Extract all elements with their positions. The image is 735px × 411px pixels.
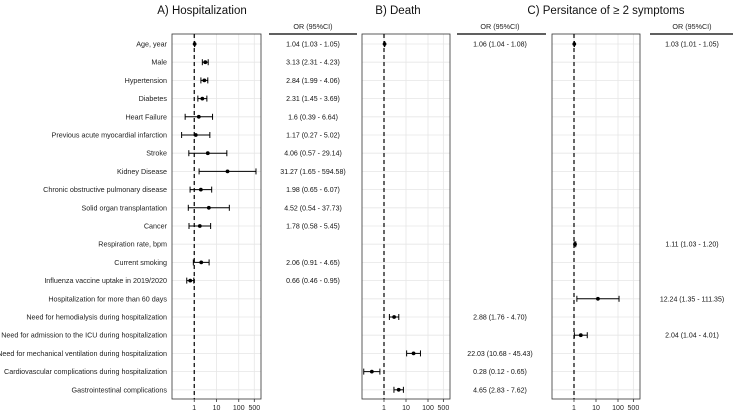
or-point xyxy=(392,315,397,319)
x-tick-label: 10 xyxy=(402,405,410,411)
or-point xyxy=(225,169,230,174)
or-point xyxy=(205,151,210,156)
or-value-label: 1.04 (1.03 - 1.05) xyxy=(286,42,340,49)
or-point xyxy=(572,42,577,46)
or-value-label: 1.98 (0.65 - 6.07) xyxy=(286,187,340,194)
or-value-label: 2.04 (1.04 - 4.01) xyxy=(665,333,719,340)
or-value-label: 4.06 (0.57 - 29.14) xyxy=(284,151,342,158)
row-label: Chronic obstructive pulmonary disease xyxy=(43,185,167,194)
row-label: Male xyxy=(151,58,167,67)
row-label: Cardiovascular complications during hosp… xyxy=(4,367,167,376)
or-point xyxy=(203,60,208,65)
or-point xyxy=(578,333,583,338)
or-point xyxy=(202,78,207,83)
or-point xyxy=(199,260,204,265)
x-tick-label: 500 xyxy=(248,405,260,411)
or-value-label: 22.03 (10.68 - 45.43) xyxy=(467,351,532,358)
or-point xyxy=(596,296,600,301)
or-value-label: 1.11 (1.03 - 1.20) xyxy=(665,242,718,249)
or-header: OR (95%CI) xyxy=(480,22,519,31)
row-label: Age, year xyxy=(136,40,167,49)
or-value-label: 2.88 (1.76 - 4.70) xyxy=(473,315,527,322)
or-point xyxy=(192,42,197,46)
row-label: Diabetes xyxy=(139,94,168,103)
or-point xyxy=(573,242,577,247)
row-label: Influenza vaccine uptake in 2019/2020 xyxy=(44,276,167,285)
or-point xyxy=(197,224,202,228)
or-point xyxy=(396,387,401,392)
or-value-label: 31.27 (1.65 - 594.58) xyxy=(280,169,345,176)
or-value-label: 0.28 (0.12 - 0.65) xyxy=(473,369,527,376)
row-label: Stroke xyxy=(146,149,167,158)
row-label: Kidney Disease xyxy=(117,167,167,176)
x-tick-label: 1 xyxy=(192,405,196,411)
x-tick-label: 100 xyxy=(233,405,245,411)
or-value-label: 4.52 (0.54 - 37.73) xyxy=(284,205,342,212)
x-tick-label: 500 xyxy=(438,405,450,411)
or-value-label: 2.31 (1.45 - 3.69) xyxy=(286,96,340,103)
row-labels: Age, year Male Hypertension Diabetes Heart F… xyxy=(0,40,168,395)
row-label: Respiration rate, bpm xyxy=(98,240,167,249)
or-value-label: 1.17 (0.27 - 5.02) xyxy=(286,133,340,140)
row-label: Need for admission to the ICU during hos… xyxy=(1,331,167,340)
row-label: Hospitalization for more than 60 days xyxy=(48,294,167,303)
row-label: Need for mechanical ventilation during h… xyxy=(0,349,167,358)
row-label: Current smoking xyxy=(114,258,167,267)
or-point xyxy=(411,351,416,356)
x-tick-label: 10 xyxy=(592,405,600,411)
or-header: OR (95%CI) xyxy=(293,22,332,31)
row-label: Gastrointestinal complications xyxy=(72,385,168,394)
x-tick-label: 100 xyxy=(612,405,624,411)
x-tick-label: 1 xyxy=(572,405,576,411)
panel-c: C) Persitance of ≥ 2 symptoms 1 10 100 500 OR… xyxy=(527,5,733,411)
or-value-label: 1.6 (0.39 - 6.64) xyxy=(288,114,338,121)
row-label: Hypertension xyxy=(125,76,167,85)
or-point xyxy=(193,133,198,137)
or-point xyxy=(369,369,374,374)
panel-title: B) Death xyxy=(375,5,420,17)
x-tick-label: 1 xyxy=(382,405,386,411)
row-label: Heart Failure xyxy=(125,112,167,121)
or-value-label: 2.84 (1.99 - 4.06) xyxy=(286,78,340,85)
or-value-label: 1.06 (1.04 - 1.08) xyxy=(473,42,527,49)
or-point xyxy=(206,205,211,210)
or-point xyxy=(200,96,205,101)
x-tick-label: 500 xyxy=(628,405,640,411)
panel-a: A) Hospitalization 1 10 100 500 OR (95%CI) 1.0… xyxy=(157,5,357,411)
or-point xyxy=(198,187,203,192)
panel-title: C) Persitance of ≥ 2 symptoms xyxy=(527,5,684,17)
or-value-label: 3.13 (2.31 - 4.23) xyxy=(286,60,340,67)
or-value-label: 2.06 (0.91 - 4.65) xyxy=(286,260,340,267)
row-label: Solid organ transplantation xyxy=(81,203,167,212)
or-point xyxy=(188,278,193,283)
or-value-label: 4.65 (2.83 - 7.62) xyxy=(473,387,527,394)
row-label: Need for hemodialysis during hospitaliza… xyxy=(26,313,167,322)
panel-b: B) Death 1 10 100 500 OR (95%CI) 1.06 (1.04 - … xyxy=(361,5,546,411)
row-label: Cancer xyxy=(144,222,168,231)
or-value-label: 1.78 (0.58 - 5.45) xyxy=(286,224,340,231)
or-point xyxy=(196,114,201,119)
or-header: OR (95%CI) xyxy=(672,22,711,31)
or-value-label: 12.24 (1.35 - 111.35) xyxy=(660,296,724,303)
or-value-label: 0.66 (0.46 - 0.95) xyxy=(286,278,340,285)
or-point xyxy=(382,42,387,46)
x-tick-label: 10 xyxy=(213,405,221,411)
or-value-label: 1.03 (1.01 - 1.05) xyxy=(665,42,719,49)
row-label: Previous acute myocardial infarction xyxy=(52,131,167,140)
x-tick-label: 100 xyxy=(422,405,434,411)
panel-title: A) Hospitalization xyxy=(157,5,246,17)
